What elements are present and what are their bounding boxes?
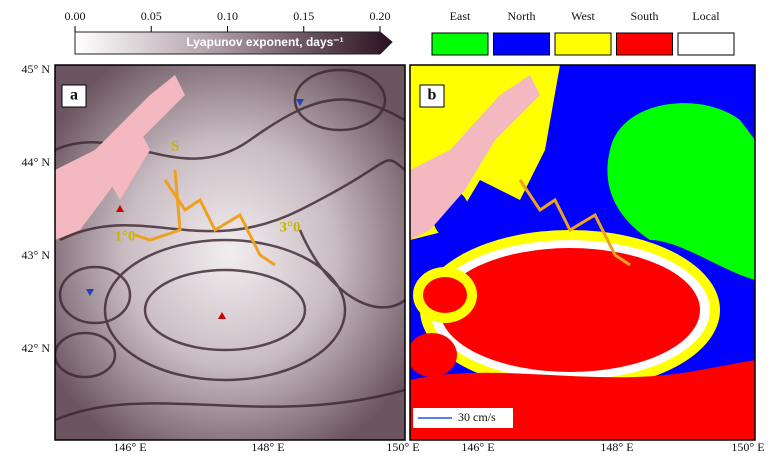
- colorbar-tick-label: 0.10: [217, 9, 238, 23]
- legend-swatch: [432, 33, 488, 55]
- annotation: S: [171, 138, 179, 154]
- scale-label: 30 cm/s: [458, 410, 496, 424]
- annotation: 1°0: [115, 228, 136, 244]
- legend-label: Local: [692, 9, 720, 23]
- latitude-label: 42° N: [22, 341, 51, 355]
- figure: Lyapunov exponent, days⁻¹ a S 1°0 3°0: [0, 0, 775, 456]
- legend-label: West: [571, 9, 595, 23]
- longitude-label: 146° E: [461, 440, 494, 454]
- region: [440, 248, 700, 372]
- longitude-label: 150° E: [731, 440, 764, 454]
- legend-swatch: [678, 33, 734, 55]
- longitude-label: 146° E: [113, 440, 146, 454]
- latitude-label: 45° N: [22, 62, 51, 76]
- panel-label: b: [428, 87, 437, 104]
- legend-swatch: [494, 33, 550, 55]
- latitude-label: 43° N: [22, 248, 51, 262]
- region: [423, 277, 467, 313]
- panel-b-map: [407, 65, 755, 440]
- colorbar-tick-label: 0.00: [65, 9, 86, 23]
- region: [407, 333, 457, 377]
- longitude-label: 148° E: [600, 440, 633, 454]
- legend-label: North: [508, 9, 536, 23]
- legend-label: East: [450, 9, 471, 23]
- longitude-label: 150° E: [386, 440, 419, 454]
- panel-a-map: [55, 65, 405, 440]
- colorbar-tick-label: 0.15: [293, 9, 314, 23]
- annotation: 3°0: [280, 219, 301, 235]
- longitude-label: 148° E: [251, 440, 284, 454]
- legend-label: South: [630, 9, 658, 23]
- legend-swatch: [555, 33, 611, 55]
- panel-label: a: [70, 87, 78, 104]
- latitude-label: 44° N: [22, 155, 51, 169]
- colorbar-tick-label: 0.05: [141, 9, 162, 23]
- colorbar-tick-label: 0.20: [370, 9, 391, 23]
- colorbar-label: Lyapunov exponent, days⁻¹: [186, 35, 343, 49]
- legend-swatch: [617, 33, 673, 55]
